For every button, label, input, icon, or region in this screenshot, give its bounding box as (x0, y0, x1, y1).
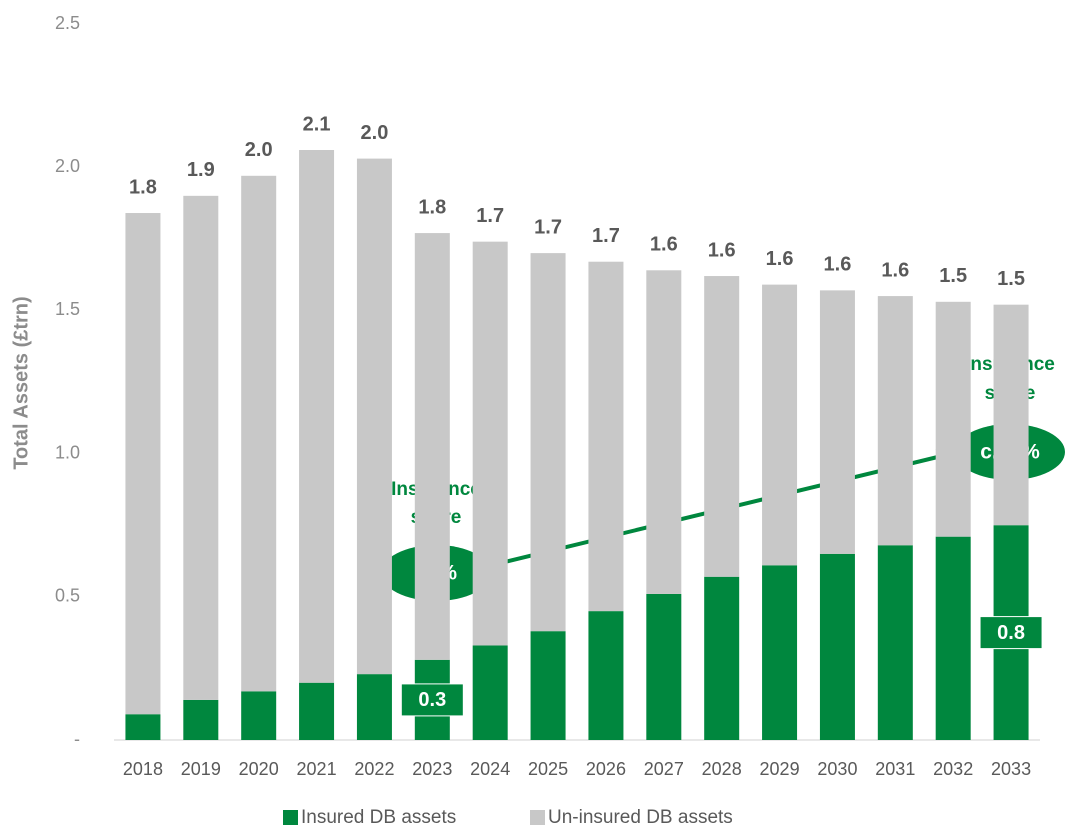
value-label-box (400, 683, 464, 717)
bar-segment (819, 290, 855, 554)
x-tick-label: 2031 (875, 759, 915, 779)
x-tick-label: 2033 (991, 759, 1031, 779)
total-label: 1.6 (708, 239, 736, 261)
bar-segment (588, 611, 624, 740)
value-label: 0.3 (418, 689, 446, 711)
bar-segment (819, 553, 855, 740)
bar-segment (704, 576, 740, 740)
total-label: 1.9 (187, 159, 215, 181)
x-tick-label: 2019 (181, 759, 221, 779)
legend-label: Insured DB assets (301, 807, 456, 828)
bar-segment (356, 674, 392, 740)
total-label: 1.6 (650, 234, 678, 256)
total-label: 1.6 (766, 248, 794, 270)
bar-segment (356, 158, 392, 675)
x-tick-label: 2028 (702, 759, 742, 779)
legend-swatch (283, 810, 298, 825)
total-label: 1.6 (881, 259, 909, 281)
x-tick-label: 2032 (933, 759, 973, 779)
x-tick-label: 2022 (354, 759, 394, 779)
total-label: 1.5 (997, 268, 1025, 290)
bar-segment (125, 714, 161, 740)
y-axis-title: Total Assets (£trn) (10, 296, 32, 469)
legend-label: Un-insured DB assets (548, 807, 733, 828)
bar-segment (472, 241, 508, 646)
legend-swatch (530, 810, 545, 825)
bar-segment (588, 261, 624, 612)
y-tick-label: 2.5 (55, 13, 80, 33)
bar-segment (241, 175, 277, 692)
total-label: 1.7 (592, 225, 620, 247)
y-tick-label: 2.0 (55, 156, 80, 176)
x-tick-label: 2027 (644, 759, 684, 779)
x-tick-label: 2020 (239, 759, 279, 779)
x-tick-label: 2029 (760, 759, 800, 779)
y-tick-label: - (74, 729, 80, 749)
bar-segment (183, 195, 219, 700)
bar-segment (414, 233, 450, 660)
total-label: 2.0 (245, 139, 273, 161)
bar-segment (472, 645, 508, 740)
total-label: 1.7 (476, 205, 504, 227)
bar-segment (299, 150, 335, 683)
value-label: 0.8 (997, 622, 1025, 644)
bar-segment (704, 276, 740, 577)
bar-segment (935, 536, 971, 740)
x-tick-label: 2021 (297, 759, 337, 779)
x-tick-label: 2026 (586, 759, 626, 779)
bar-segment (877, 296, 913, 546)
bar-segment (530, 253, 566, 632)
bar-segment (241, 691, 277, 740)
bar-segment (299, 682, 335, 740)
total-label: 1.8 (418, 196, 446, 218)
bar-segment (646, 593, 682, 740)
total-label: 1.5 (939, 265, 967, 287)
x-tick-label: 2024 (470, 759, 510, 779)
bar-segment (877, 545, 913, 740)
x-tick-label: 2023 (412, 759, 452, 779)
bar-segment (762, 284, 798, 566)
x-tick-label: 2025 (528, 759, 568, 779)
x-tick-label: 2018 (123, 759, 163, 779)
bar-segment (125, 213, 161, 715)
total-label: 1.7 (534, 216, 562, 238)
bar-segment (646, 270, 682, 594)
bar-segment (935, 301, 971, 537)
bar-segment (530, 631, 566, 740)
y-tick-label: 1.5 (55, 299, 80, 319)
total-label: 1.8 (129, 176, 157, 198)
y-tick-label: 1.0 (55, 442, 80, 462)
bar-segment (183, 699, 219, 740)
bar-segment (993, 304, 1029, 526)
value-label-box (979, 616, 1043, 650)
x-tick-label: 2030 (817, 759, 857, 779)
bar-segment (762, 565, 798, 740)
total-label: 2.1 (303, 113, 331, 135)
y-tick-label: 0.5 (55, 586, 80, 606)
total-label: 1.6 (824, 254, 852, 276)
total-label: 2.0 (361, 122, 389, 144)
